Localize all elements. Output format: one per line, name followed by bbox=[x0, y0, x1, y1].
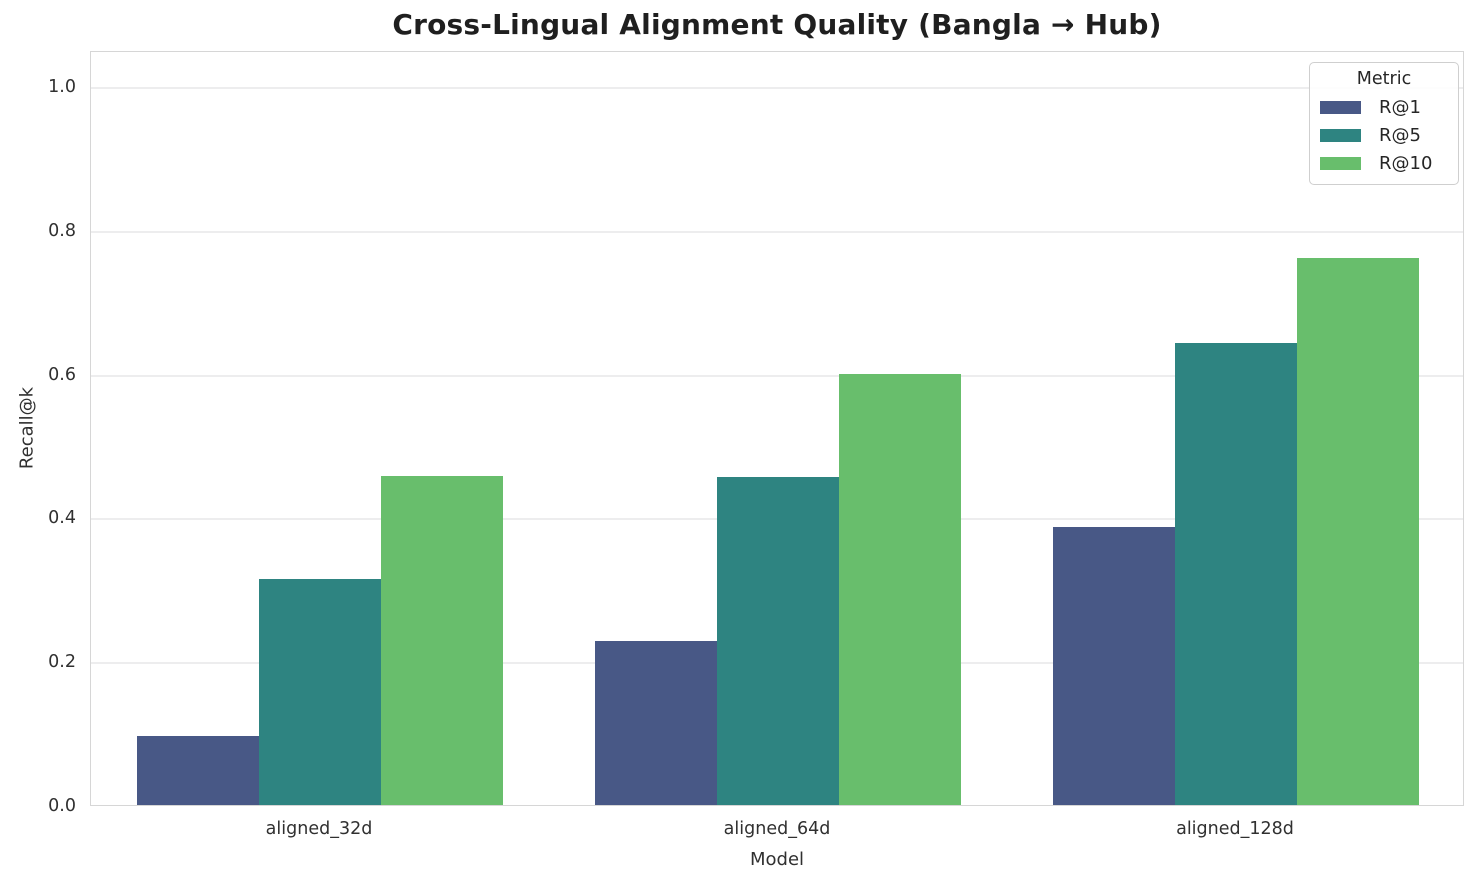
legend-item: R@10 bbox=[1320, 153, 1448, 174]
bar bbox=[1297, 257, 1420, 805]
bar bbox=[1174, 342, 1298, 805]
chart-title: Cross-Lingual Alignment Quality (Bangla … bbox=[392, 8, 1162, 41]
y-tick-label: 0.8 bbox=[48, 220, 76, 241]
bar bbox=[1052, 527, 1175, 805]
legend-swatch bbox=[1320, 101, 1361, 114]
legend-swatch bbox=[1320, 157, 1361, 170]
legend-item-label: R@5 bbox=[1379, 125, 1421, 146]
bar bbox=[594, 641, 717, 805]
y-tick-label: 0.0 bbox=[48, 796, 76, 816]
y-tick-label: 0.6 bbox=[48, 364, 76, 385]
axes: Metric R@1 R@5 R@10 bbox=[90, 51, 1464, 806]
gridline bbox=[91, 86, 1463, 89]
y-axis-label: Recall@k bbox=[16, 386, 38, 470]
bar bbox=[381, 475, 504, 805]
y-tick-label: 1.0 bbox=[48, 76, 76, 97]
x-axis-label: Model bbox=[749, 849, 805, 870]
gridline bbox=[91, 230, 1463, 233]
legend: Metric R@1 R@5 R@10 bbox=[1309, 62, 1459, 185]
legend-item: R@1 bbox=[1320, 97, 1448, 118]
bar bbox=[258, 579, 382, 805]
y-tick-label: 0.4 bbox=[48, 508, 76, 529]
bar bbox=[716, 477, 840, 805]
bar bbox=[136, 735, 259, 805]
legend-item-label: R@1 bbox=[1379, 97, 1421, 118]
legend-item: R@5 bbox=[1320, 125, 1448, 146]
gridline bbox=[91, 374, 1463, 377]
x-tick-label: aligned_64d bbox=[723, 819, 831, 839]
legend-swatch bbox=[1320, 129, 1361, 142]
legend-item-label: R@10 bbox=[1379, 153, 1433, 174]
x-tick-label: aligned_128d bbox=[1176, 819, 1294, 839]
bar bbox=[839, 374, 962, 805]
y-tick-label: 0.2 bbox=[48, 652, 76, 673]
legend-title: Metric bbox=[1356, 69, 1412, 89]
x-tick-label: aligned_32d bbox=[265, 819, 373, 839]
